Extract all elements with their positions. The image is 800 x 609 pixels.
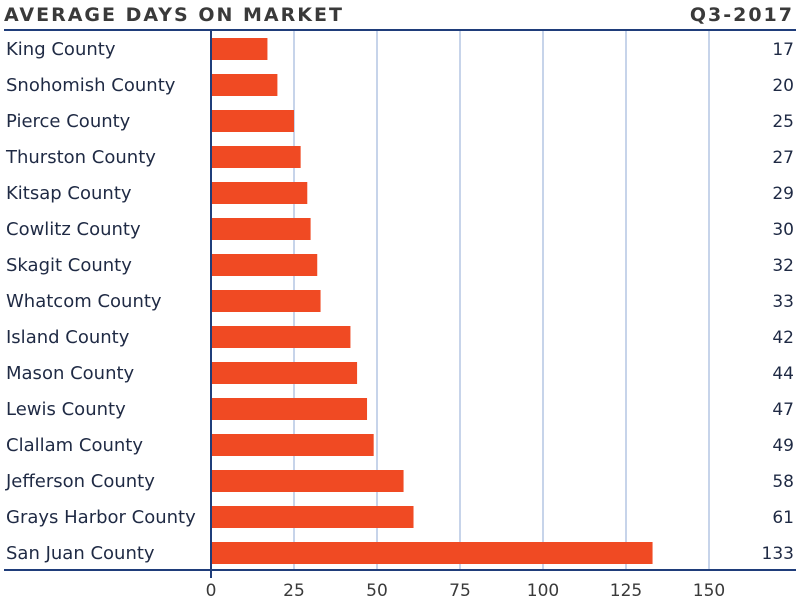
data-label: 58 xyxy=(772,472,794,492)
category-label: Whatcom County xyxy=(6,291,162,312)
bar xyxy=(211,38,268,60)
data-label: 29 xyxy=(772,184,794,204)
tick-label: 0 xyxy=(206,581,217,601)
bar xyxy=(211,326,351,348)
tick-label: 125 xyxy=(610,581,642,601)
data-label: 49 xyxy=(772,436,794,456)
bar xyxy=(211,290,321,312)
data-label: 33 xyxy=(772,292,794,312)
bar xyxy=(211,218,311,240)
data-label: 30 xyxy=(772,220,794,240)
bar xyxy=(211,182,308,204)
data-label: 32 xyxy=(772,256,794,276)
bars xyxy=(211,38,653,564)
category-label: Pierce County xyxy=(6,111,131,132)
bar xyxy=(211,362,358,384)
category-label: Clallam County xyxy=(6,435,143,456)
data-label: 133 xyxy=(762,544,794,564)
bar xyxy=(211,542,653,564)
bar xyxy=(211,398,368,420)
category-label: Skagit County xyxy=(6,255,132,276)
category-label: Thurston County xyxy=(5,147,156,168)
chart-period: Q3-2017 xyxy=(689,4,794,26)
category-label: Island County xyxy=(6,327,130,348)
tick-label: 75 xyxy=(449,581,471,601)
bar xyxy=(211,470,404,492)
category-label: Lewis County xyxy=(6,399,126,420)
bar xyxy=(211,74,278,96)
category-labels: King County Snohomish County Pierce County… xyxy=(5,39,196,564)
tick-label: 25 xyxy=(283,581,305,601)
category-label: Snohomish County xyxy=(6,75,176,96)
data-label: 42 xyxy=(772,328,794,348)
category-label: Cowlitz County xyxy=(6,219,141,240)
tick-label: 50 xyxy=(366,581,388,601)
bar xyxy=(211,110,294,132)
data-label: 27 xyxy=(772,148,794,168)
x-axis-ticks: 0 25 50 75 100 125 150 xyxy=(206,581,726,601)
data-label: 17 xyxy=(772,40,794,60)
data-labels: 17 20 25 27 29 30 32 33 42 44 47 49 58 61 133 xyxy=(762,40,794,564)
data-label: 20 xyxy=(772,76,794,96)
category-label: King County xyxy=(6,39,116,60)
category-label: Grays Harbor County xyxy=(6,507,196,528)
data-label: 61 xyxy=(772,508,794,528)
bar xyxy=(211,146,301,168)
category-label: Jefferson County xyxy=(5,471,155,492)
chart-title: AVERAGE DAYS ON MARKET xyxy=(4,4,344,26)
data-label: 44 xyxy=(772,364,794,384)
data-label: 25 xyxy=(772,112,794,132)
tick-label: 150 xyxy=(693,581,725,601)
category-label: Kitsap County xyxy=(6,183,132,204)
bar xyxy=(211,434,374,456)
bar xyxy=(211,506,414,528)
data-label: 47 xyxy=(772,400,794,420)
category-label: San Juan County xyxy=(6,543,155,564)
tick-label: 100 xyxy=(527,581,559,601)
bar xyxy=(211,254,318,276)
category-label: Mason County xyxy=(6,363,135,384)
